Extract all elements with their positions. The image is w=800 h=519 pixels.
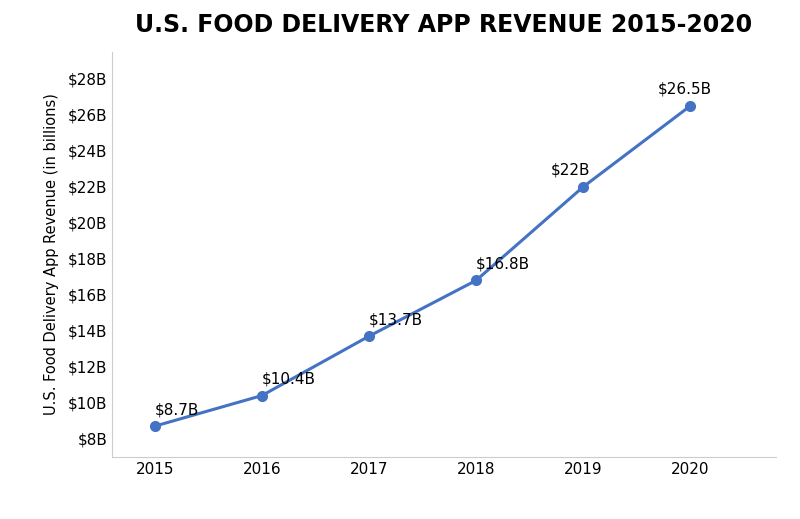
- Text: $8.7B: $8.7B: [155, 402, 199, 417]
- Y-axis label: U.S. Food Delivery App Revenue (in billions): U.S. Food Delivery App Revenue (in billi…: [44, 93, 59, 415]
- Text: $22B: $22B: [551, 163, 590, 178]
- Text: $16.8B: $16.8B: [476, 256, 530, 271]
- Title: U.S. FOOD DELIVERY APP REVENUE 2015-2020: U.S. FOOD DELIVERY APP REVENUE 2015-2020: [135, 13, 753, 37]
- Text: $13.7B: $13.7B: [369, 312, 423, 327]
- Text: $10.4B: $10.4B: [262, 372, 316, 387]
- Text: $26.5B: $26.5B: [658, 82, 712, 97]
